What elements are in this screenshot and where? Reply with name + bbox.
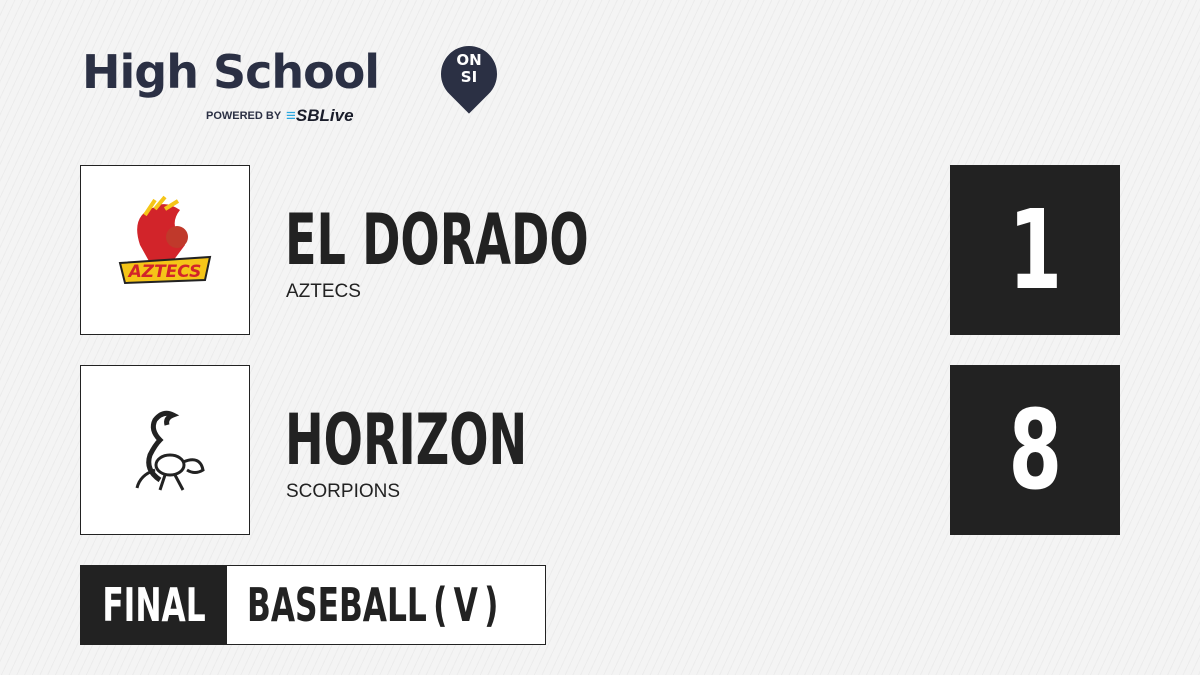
- team-score: 8: [950, 365, 1120, 535]
- sport-label: BASEBALL ( V ): [227, 565, 546, 645]
- team-name: HORIZON: [285, 399, 528, 481]
- scorpion-icon: [135, 410, 205, 491]
- aztec-warrior-icon: AZTECS: [118, 195, 212, 285]
- team-name: EL DORADO: [285, 199, 589, 281]
- svg-text:AZTECS: AZTECS: [127, 262, 202, 282]
- on-si-badge: ON SI: [456, 51, 482, 86]
- team-logo-horizon: [80, 365, 250, 535]
- sblive-logo: ≡SBLive: [286, 106, 354, 125]
- team-mascot: SCORPIONS: [286, 481, 401, 502]
- team-score: 1: [950, 165, 1120, 335]
- powered-by-label: POWERED BY: [206, 110, 282, 122]
- team-logo-el-dorado: AZTECS: [80, 165, 250, 335]
- team-mascot: AZTECS: [286, 281, 361, 302]
- game-status-bar: FINAL BASEBALL ( V ): [80, 565, 546, 645]
- final-badge: FINAL: [80, 565, 227, 645]
- brand-title: High School: [82, 45, 380, 99]
